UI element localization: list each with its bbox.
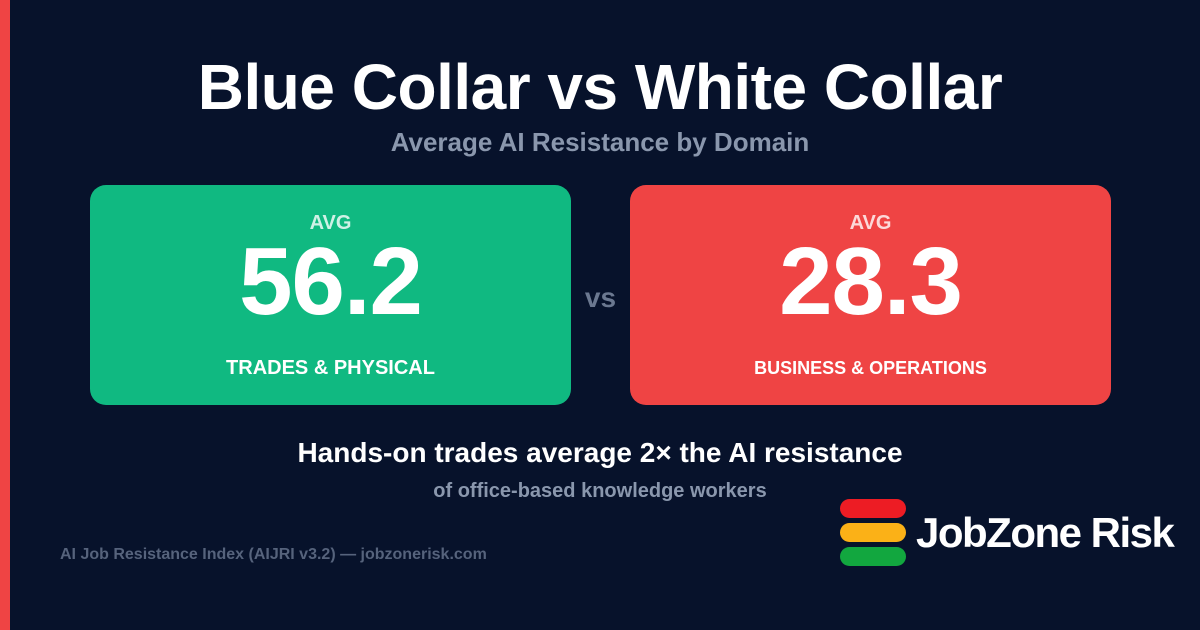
- page-subtitle: Average AI Resistance by Domain: [390, 127, 810, 157]
- trades-value: 56.2: [239, 228, 423, 335]
- business-card: AVG 28.3 BUSINESS & OPERATIONS: [630, 185, 1111, 405]
- logo-bar-green: [840, 547, 906, 566]
- subheadline: of office-based knowledge workers: [433, 480, 767, 502]
- trades-card: AVG 56.2 TRADES & PHYSICAL: [90, 185, 571, 405]
- footer-source: AI Job Resistance Index (AIJRI v3.2) — j…: [60, 546, 487, 563]
- jobzone-logo: JobZone Risk: [840, 499, 1175, 566]
- logo-text: JobZone Risk: [916, 508, 1175, 556]
- accent-bar: [0, 0, 10, 630]
- business-label: BUSINESS & OPERATIONS: [754, 358, 987, 378]
- vs-label: vs: [584, 282, 617, 313]
- logo-bars-icon: [840, 499, 906, 566]
- headline: Hands-on trades average 2× the AI resist…: [297, 437, 903, 468]
- business-value: 28.3: [779, 228, 963, 335]
- avg-label: AVG: [849, 212, 892, 234]
- logo-bar-red: [840, 499, 906, 518]
- logo-bar-amber: [840, 523, 906, 542]
- avg-label: AVG: [309, 212, 352, 234]
- trades-label: TRADES & PHYSICAL: [226, 357, 435, 379]
- page-title: Blue Collar vs White Collar: [197, 51, 1003, 123]
